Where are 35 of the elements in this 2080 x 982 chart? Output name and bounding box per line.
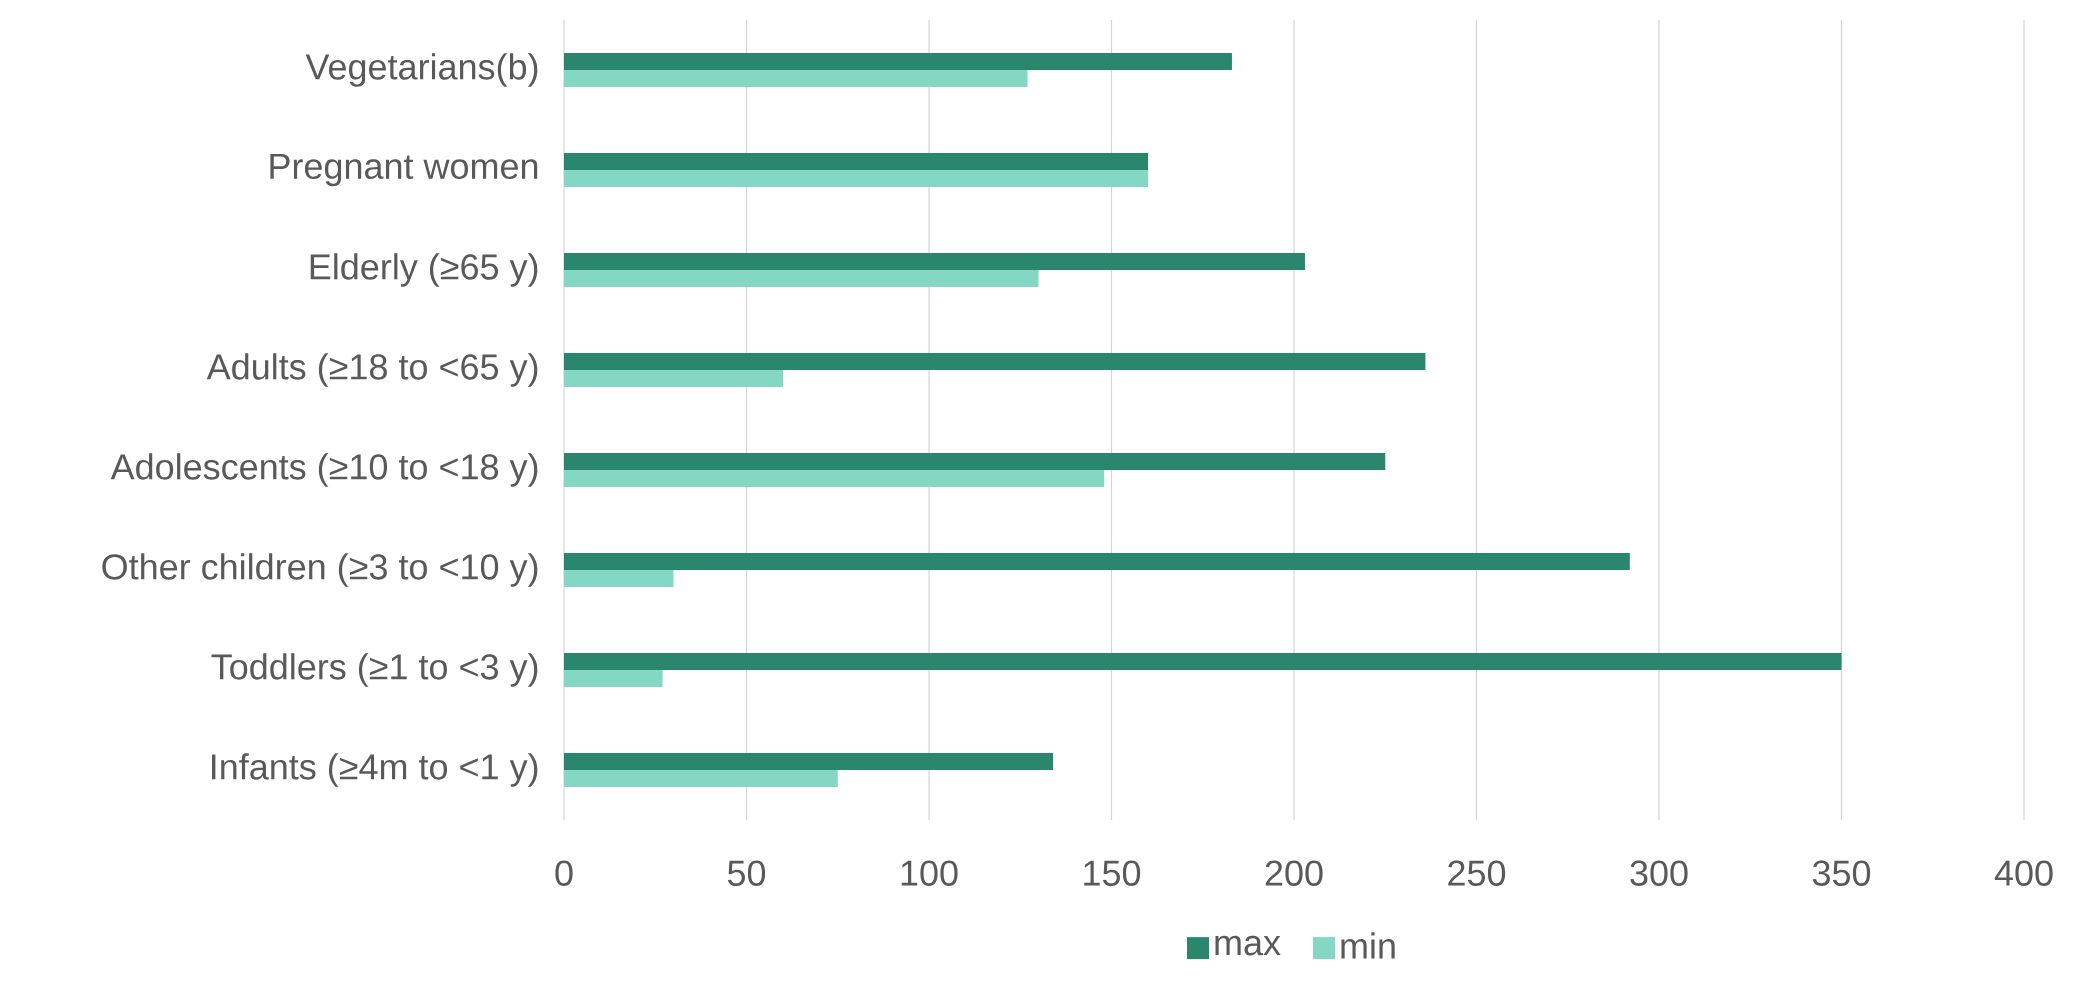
bar <box>564 553 1630 570</box>
bar <box>564 70 1028 88</box>
legend-label: min <box>1341 932 1395 959</box>
bar <box>564 470 1105 488</box>
x-tick-label: 250 <box>1448 860 1506 886</box>
y-tick-label: Adolescents (≥10 to <18 y) <box>110 453 538 487</box>
legend-label: max <box>1215 935 1281 956</box>
bar <box>564 453 1386 471</box>
x-tick-label: 350 <box>1812 860 1871 886</box>
bar <box>564 170 1149 188</box>
bar <box>564 370 783 388</box>
bar <box>564 570 674 587</box>
bar <box>564 670 663 687</box>
x-tick-label: 50 <box>727 860 766 886</box>
bar <box>564 653 1842 670</box>
bar <box>564 153 1149 171</box>
x-tick-label: 300 <box>1630 860 1688 886</box>
y-tick-label: Toddlers (≥1 to <3 y) <box>211 653 538 687</box>
x-tick-label: 200 <box>1265 860 1323 886</box>
x-tick-label: 100 <box>901 860 958 886</box>
bar <box>564 770 838 787</box>
y-tick-label: Vegetarians(b) <box>305 53 538 87</box>
y-tick-label: Adults (≥18 to <65 y) <box>206 353 538 387</box>
bar <box>564 253 1305 271</box>
y-tick-label: Infants (≥4m to <1 y) <box>212 753 538 787</box>
y-tick-label: Pregnant women <box>270 153 538 187</box>
x-tick-label: 400 <box>1994 860 2053 886</box>
bar <box>564 270 1039 288</box>
bar <box>564 353 1426 371</box>
y-tick-label: Elderly (≥65 y) <box>310 253 538 287</box>
bar <box>564 53 1232 71</box>
x-tick-label: 150 <box>1084 860 1141 886</box>
y-tick-label: Other children (≥3 to <10 y) <box>102 553 538 587</box>
bar <box>564 753 1054 770</box>
x-tick-label: 0 <box>555 860 573 886</box>
